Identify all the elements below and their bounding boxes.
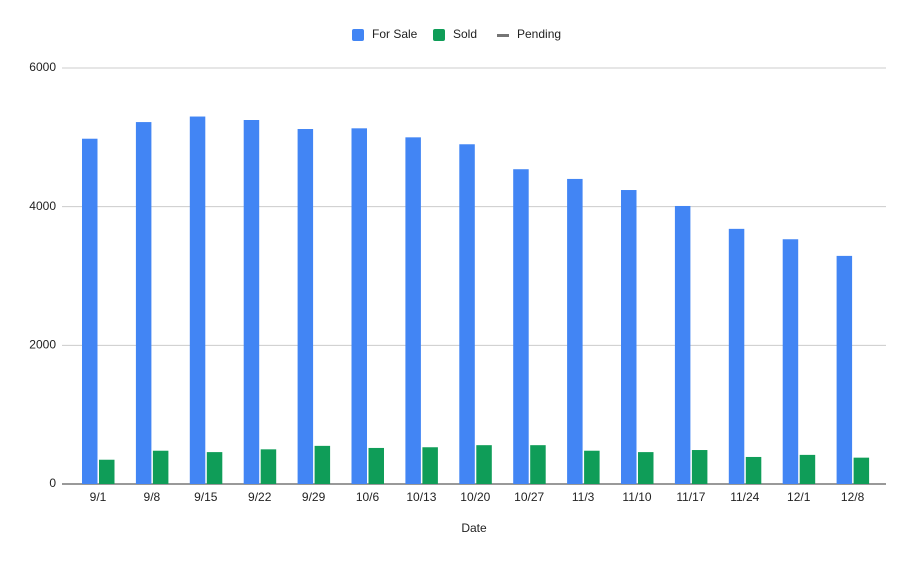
- bar: [297, 129, 314, 484]
- bar: [314, 445, 331, 484]
- bar: [567, 178, 583, 484]
- bar: [621, 190, 637, 484]
- bar: [728, 228, 745, 484]
- x-tick-label: 11/10: [622, 490, 651, 504]
- bar: [836, 255, 853, 484]
- x-tick-label: 12/8: [841, 490, 865, 504]
- bar: [351, 128, 367, 484]
- x-tick-label: 11/3: [572, 490, 595, 504]
- x-tick-label: 9/15: [194, 490, 218, 504]
- x-tick-label: 9/29: [302, 490, 326, 504]
- y-tick-label: 2000: [29, 338, 56, 352]
- bar: [853, 457, 870, 484]
- bar: [691, 450, 708, 484]
- bar: [405, 137, 421, 485]
- x-tick-label: 10/20: [460, 490, 490, 504]
- bar: [674, 205, 691, 484]
- bar: [206, 452, 223, 484]
- bar: [782, 239, 799, 484]
- x-tick-label: 9/8: [144, 490, 161, 504]
- legend-label: Pending: [517, 27, 561, 41]
- bar: [368, 447, 384, 484]
- legend-label: Sold: [453, 27, 477, 41]
- legend-swatch: [352, 29, 364, 41]
- bar: [189, 116, 206, 485]
- bar: [476, 445, 492, 484]
- bar: [99, 459, 115, 484]
- bar: [422, 447, 438, 484]
- y-tick-label: 6000: [29, 60, 56, 74]
- bar: [745, 456, 762, 484]
- x-tick-label: 10/27: [514, 490, 544, 504]
- bar: [243, 120, 260, 484]
- legend-swatch: [497, 34, 509, 37]
- y-tick-label: 0: [49, 476, 56, 490]
- bar: [799, 454, 816, 484]
- x-tick-label: 11/24: [730, 490, 759, 504]
- bar: [584, 450, 600, 484]
- bar: [459, 144, 475, 484]
- x-tick-label: 9/22: [248, 490, 272, 504]
- x-tick-label: 11/17: [676, 490, 705, 504]
- bar: [638, 452, 654, 484]
- bar: [152, 450, 169, 484]
- bar: [82, 138, 98, 484]
- bar: [530, 445, 546, 484]
- x-tick-label: 10/13: [406, 490, 436, 504]
- x-tick-label: 9/1: [90, 490, 107, 504]
- bar: [513, 169, 529, 484]
- x-tick-label: 12/1: [787, 490, 811, 504]
- x-axis-title: Date: [461, 521, 487, 535]
- legend-swatch: [433, 29, 445, 41]
- x-tick-label: 10/6: [356, 490, 380, 504]
- bar: [135, 122, 152, 484]
- legend-label: For Sale: [372, 27, 418, 41]
- bar: [260, 449, 277, 484]
- y-tick-label: 4000: [29, 199, 56, 213]
